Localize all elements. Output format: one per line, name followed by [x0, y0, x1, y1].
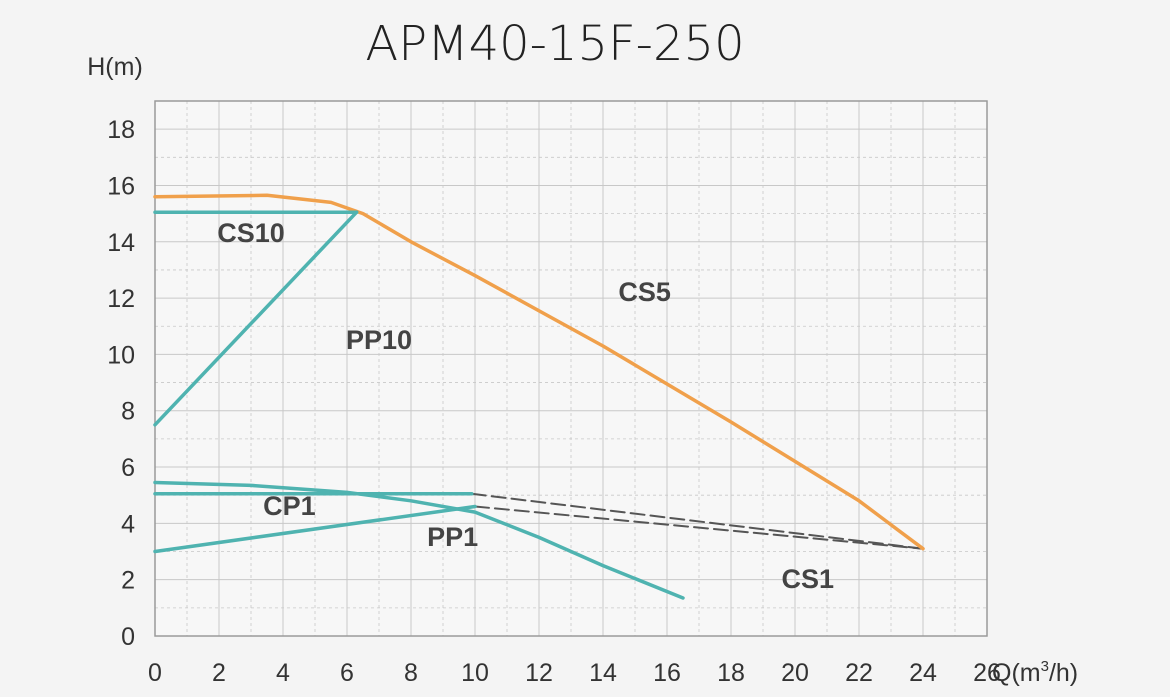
y-tick-label: 12 [107, 285, 135, 313]
y-tick-label: 0 [121, 623, 135, 651]
curve-labels: CS10 PP10 CS5 CP1 PP1 CS1 [217, 218, 834, 594]
curve-label-cs10: CS10 [217, 218, 285, 248]
x-tick-label: 12 [525, 659, 553, 687]
y-tick-label: 18 [107, 116, 135, 144]
x-axis-label-sup: 3 [1041, 658, 1049, 675]
x-tick-label: 10 [461, 659, 489, 687]
x-tick-label: 6 [340, 659, 354, 687]
series-pp1-ext [474, 505, 924, 550]
x-tick-label: 4 [276, 659, 290, 687]
x-tick-label: 14 [589, 659, 617, 687]
series-pp1 [153, 504, 477, 554]
x-tick-label: 18 [717, 659, 745, 687]
x-tick-label: 20 [781, 659, 809, 687]
x-tick-label: 22 [845, 659, 873, 687]
curve-label-cp1: CP1 [263, 491, 316, 521]
series-cp1-ext [470, 492, 924, 550]
plot-frame [154, 100, 988, 637]
y-tick-label: 8 [121, 398, 135, 426]
y-tick-label: 14 [107, 229, 135, 257]
series-pp10 [153, 210, 359, 427]
series-cs1 [153, 480, 685, 600]
x-tick-label: 8 [404, 659, 418, 687]
series-cs5 [153, 193, 925, 551]
x-axis-label: Q(m3/h) [992, 658, 1078, 687]
x-tick-label: 16 [653, 659, 681, 687]
x-axis-label-main: Q(m [992, 659, 1041, 687]
chart-title: APM40-15F-250 [365, 16, 744, 72]
curve-label-pp10: PP10 [346, 325, 412, 355]
x-tick-label: 0 [148, 659, 162, 687]
curve-label-pp1: PP1 [427, 522, 478, 552]
y-tick-label: 4 [121, 510, 135, 538]
x-tick-label: 24 [909, 659, 937, 687]
y-tick-labels: 0 2 4 6 8 10 12 14 16 18 [107, 116, 135, 651]
y-tick-label: 10 [107, 341, 135, 369]
x-axis-label-end: /h) [1049, 659, 1078, 687]
y-tick-label: 16 [107, 172, 135, 200]
x-tick-label: 2 [212, 659, 226, 687]
y-tick-label: 6 [121, 454, 135, 482]
y-axis-label: H(m) [87, 53, 143, 81]
curve-label-cs1: CS1 [782, 564, 835, 594]
series-layer [153, 193, 925, 600]
x-tick-label: 26 [973, 659, 1001, 687]
curve-label-cs5: CS5 [618, 277, 671, 307]
major-gridlines [154, 101, 988, 637]
x-tick-labels: 0 2 4 6 8 10 12 14 16 18 20 22 24 26 [148, 659, 1001, 687]
y-tick-label: 2 [121, 567, 135, 595]
